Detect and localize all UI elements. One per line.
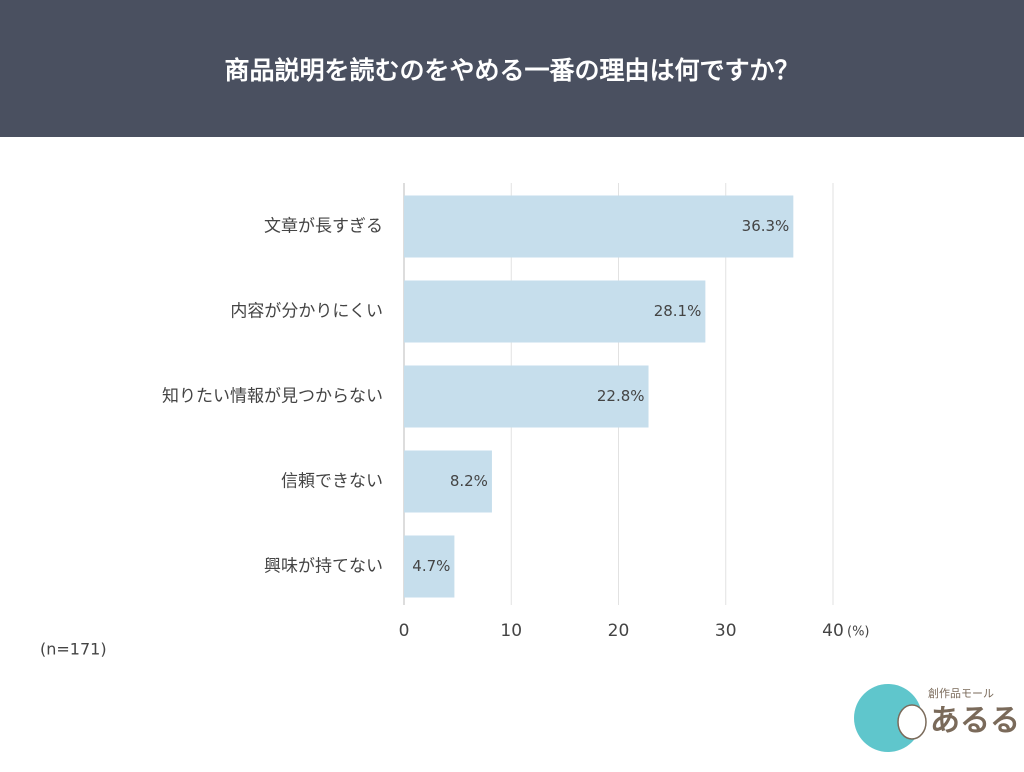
x-tick-label: 30	[715, 621, 737, 641]
x-tick-label: 0	[399, 621, 410, 641]
category-label: 信頼できない	[281, 472, 383, 492]
value-label: 28.1%	[654, 302, 702, 320]
bar	[404, 195, 794, 258]
category-label: 知りたい情報が見つからない	[162, 387, 383, 407]
chart-title: 商品説明を読むのをやめる一番の理由は何ですか？	[224, 56, 799, 85]
x-tick-label: 40	[822, 621, 844, 641]
bar	[404, 365, 649, 428]
logo-name: あるる	[930, 704, 1020, 739]
category-label: 興味が持てない	[264, 557, 383, 577]
note: (n=171)	[40, 640, 107, 659]
value-label: 8.2%	[450, 472, 488, 490]
category-label: 内容が分かりにくい	[230, 302, 383, 322]
bar	[404, 450, 492, 513]
logo: 創作品モール あるる	[854, 684, 1020, 752]
header	[0, 0, 1024, 137]
value-label: 36.3%	[742, 217, 790, 235]
value-label: 4.7%	[412, 557, 450, 575]
x-unit: (%)	[847, 625, 870, 640]
logo-tagline: 創作品モール	[928, 686, 994, 700]
bar	[404, 535, 455, 598]
bar	[404, 280, 706, 343]
x-tick-label: 20	[608, 621, 630, 641]
value-label: 22.8%	[597, 387, 645, 405]
category-label: 文章が長すぎる	[264, 217, 383, 237]
x-tick-label: 10	[500, 621, 522, 641]
logo-rabbit	[897, 704, 927, 740]
